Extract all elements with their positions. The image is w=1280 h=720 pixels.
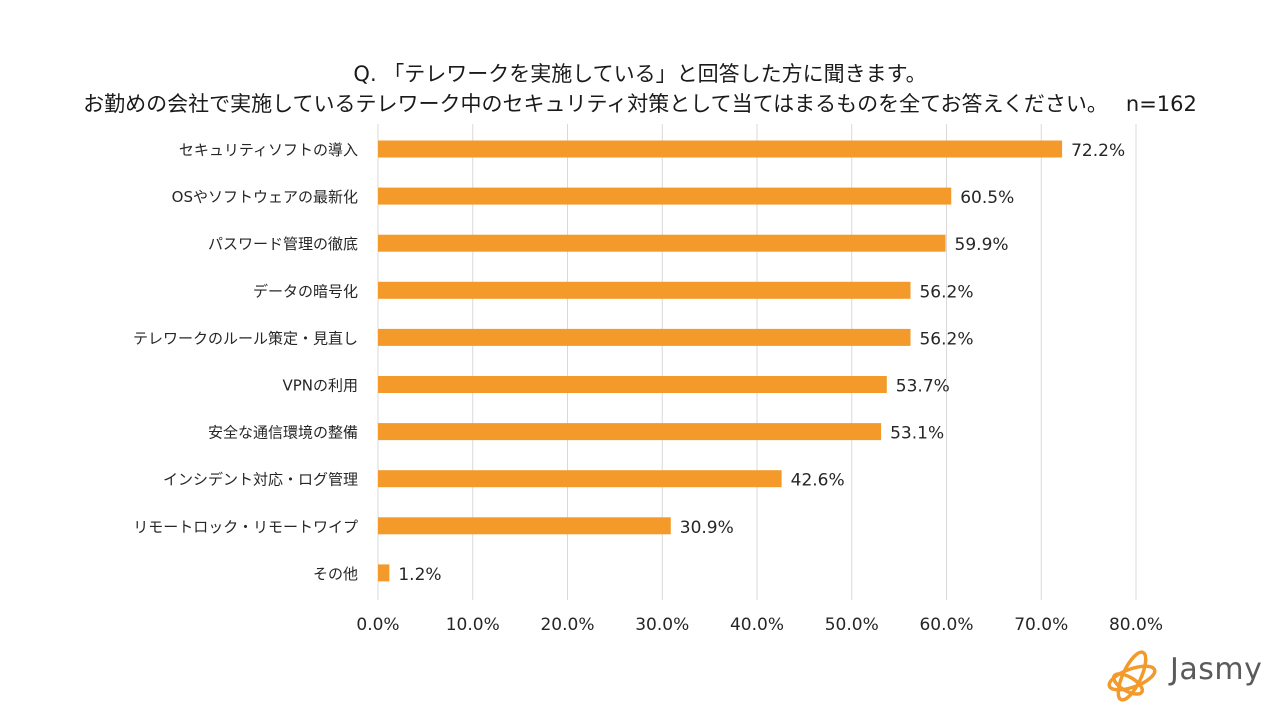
- x-tick-label: 40.0%: [730, 615, 784, 635]
- chart-title-line1: Q. 「テレワークを実施している」と回答した方に聞きます。: [353, 62, 927, 86]
- chart-title-question: お勤めの会社で実施しているテレワーク中のセキュリティ対策として当てはまるものを全…: [83, 92, 1108, 116]
- x-tick-label: 30.0%: [635, 615, 689, 635]
- category-label: テレワークのルール策定・見直し: [133, 329, 358, 347]
- data-label: 1.2%: [398, 565, 441, 585]
- data-label: 53.1%: [890, 424, 944, 444]
- x-tick-label: 50.0%: [825, 615, 879, 635]
- jasmy-logo: Jasmy: [1098, 640, 1268, 710]
- bar: [378, 187, 952, 205]
- category-label: セキュリティソフトの導入: [179, 141, 358, 159]
- bar: [378, 234, 946, 252]
- bar: [378, 376, 887, 393]
- x-tick-label: 60.0%: [919, 615, 973, 635]
- jasmy-logo-text: Jasmy: [1170, 652, 1263, 687]
- x-tick-label: 10.0%: [446, 615, 500, 635]
- data-label: 56.2%: [919, 282, 973, 302]
- category-label: VPNの利用: [282, 377, 358, 395]
- bar: [378, 140, 1063, 158]
- bar: [378, 423, 882, 441]
- bar: [378, 470, 782, 488]
- x-tick-label: 80.0%: [1109, 615, 1163, 635]
- category-label: 安全な通信環境の整備: [208, 424, 358, 442]
- x-tick-label: 20.0%: [540, 615, 594, 635]
- data-label: 72.2%: [1071, 141, 1125, 161]
- sample-size-label: n=162: [1125, 92, 1197, 116]
- category-label: OSやソフトウェアの最新化: [172, 188, 358, 206]
- category-label: インシデント対応・ログ管理: [163, 471, 358, 489]
- bar: [378, 517, 671, 535]
- category-label: データの暗号化: [253, 282, 358, 300]
- data-label: 59.9%: [955, 235, 1009, 255]
- data-label: 30.9%: [680, 518, 734, 538]
- bar: [378, 281, 911, 299]
- data-label: 53.7%: [896, 377, 950, 397]
- bar: [378, 564, 390, 582]
- category-label: その他: [313, 565, 358, 583]
- jasmy-logo-icon: [1107, 650, 1157, 702]
- category-label: パスワード管理の徹底: [208, 235, 358, 253]
- data-label: 42.6%: [791, 471, 845, 491]
- x-tick-label: 0.0%: [356, 615, 399, 635]
- chart-title-line2: お勤めの会社で実施しているテレワーク中のセキュリティ対策として当てはまるものを全…: [0, 88, 1280, 118]
- category-label: リモートロック・リモートワイプ: [133, 518, 358, 536]
- data-label: 56.2%: [919, 329, 973, 349]
- data-label: 60.5%: [960, 188, 1014, 208]
- x-tick-label: 70.0%: [1014, 615, 1068, 635]
- bar: [378, 328, 911, 346]
